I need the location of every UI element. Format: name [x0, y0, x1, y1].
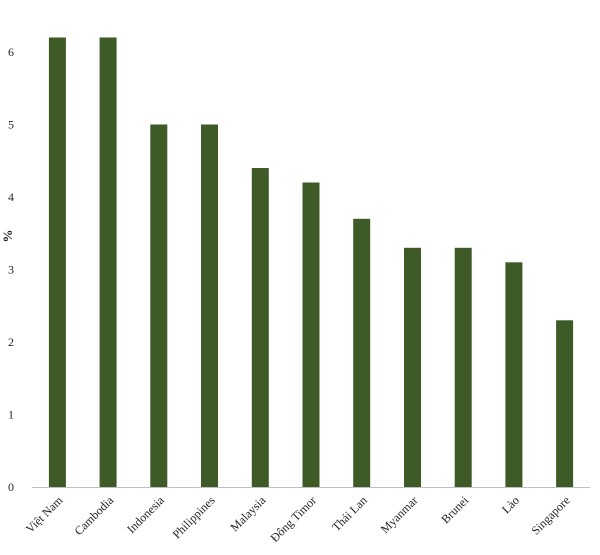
y-tick-label: 1: [8, 408, 14, 422]
x-tick-label: Indonesia: [124, 493, 167, 536]
x-tick-label: Myanmar: [378, 493, 421, 536]
y-tick-labels: 0 1 2 3 4 5 6: [8, 45, 14, 494]
x-tick-label: Malaysia: [227, 493, 268, 534]
bar: [404, 247, 421, 488]
bars: [48, 37, 574, 488]
x-tick-labels: Việt Nam Cambodia Indonesia Philippines Mala…: [23, 493, 573, 545]
x-tick-label: Cambodia: [71, 493, 116, 538]
x-tick-label: Philippines: [170, 493, 218, 541]
y-axis-label: %: [0, 230, 15, 243]
bar: [353, 218, 371, 488]
bar: [454, 247, 472, 488]
y-tick-label: 5: [8, 118, 14, 132]
x-tick-label: Singapore: [528, 493, 572, 537]
x-tick-label: Việt Nam: [23, 493, 66, 536]
y-tick-label: 2: [8, 335, 14, 349]
bar: [505, 262, 523, 488]
bar: [99, 37, 117, 487]
bar: [150, 124, 168, 487]
bar: [556, 320, 574, 488]
x-tick-label: Đông Timor: [267, 493, 319, 545]
y-tick-label: 0: [8, 480, 14, 494]
x-tick-label: Brunei: [438, 493, 471, 526]
bar: [48, 37, 66, 487]
y-tick-label: 4: [8, 190, 14, 204]
x-tick-label: Lào: [499, 493, 522, 516]
bar: [201, 124, 218, 487]
x-tick-label: Thái Lan: [329, 493, 370, 534]
y-tick-label: 6: [8, 45, 14, 59]
bar: [251, 168, 269, 487]
bar: [302, 182, 320, 487]
y-tick-label: 3: [8, 263, 14, 277]
